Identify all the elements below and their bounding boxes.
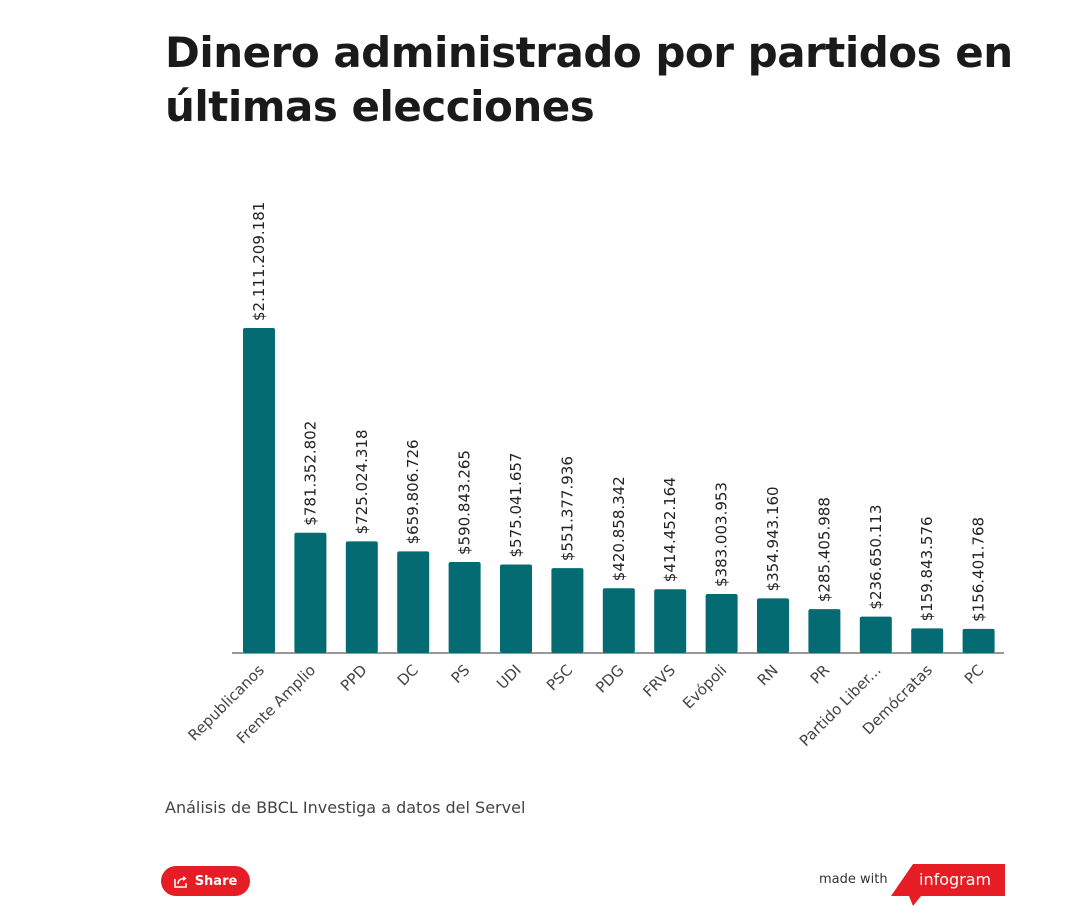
value-label-4: $659.806.726 [404, 439, 422, 544]
value-label-14: $159.843.576 [918, 516, 936, 621]
value-label-8: $420.858.342 [610, 476, 628, 581]
bar-14[interactable] [911, 628, 944, 653]
value-label-11: $354.943.160 [764, 486, 782, 591]
bar-13[interactable] [859, 616, 892, 653]
value-label-9: $414.452.164 [661, 477, 679, 582]
share-button[interactable]: Share [161, 866, 250, 896]
value-label-5: $590.843.265 [456, 450, 474, 555]
infogram-logo-text: infogram [919, 870, 992, 889]
bar-12[interactable] [808, 609, 841, 653]
bar-6[interactable] [500, 564, 532, 654]
bar-2[interactable] [294, 532, 327, 653]
chart-title: Dinero administrado por partidos en últi… [165, 28, 1013, 131]
category-label-5: PS [448, 661, 474, 687]
bar-3[interactable] [345, 541, 378, 653]
bar-1[interactable] [243, 328, 275, 653]
infogram-logo[interactable]: infogram [891, 864, 1005, 906]
bar-7[interactable] [551, 568, 584, 653]
share-icon [173, 875, 188, 888]
category-label-10: Evópoli [679, 661, 730, 712]
value-label-6: $575.041.657 [507, 453, 525, 558]
bar-8[interactable] [602, 588, 635, 653]
made-with-text: made with [819, 872, 888, 887]
category-label-11: RN [754, 661, 782, 689]
category-label-12: PR [807, 661, 833, 687]
value-label-10: $383.003.953 [713, 482, 731, 587]
category-label-8: PDG [592, 661, 628, 697]
bar-5[interactable] [448, 562, 481, 653]
bar-11[interactable] [757, 598, 789, 653]
category-label-9: FRVS [639, 661, 679, 701]
value-label-13: $236.650.113 [867, 505, 885, 610]
bar-15[interactable] [962, 628, 995, 653]
category-label-7: PSC [543, 661, 576, 694]
bar-4[interactable] [397, 551, 430, 653]
value-label-3: $725.024.318 [353, 429, 371, 534]
category-label-3: PPD [337, 661, 371, 695]
category-label-15: PC [961, 661, 988, 688]
value-label-7: $551.377.936 [558, 456, 576, 561]
value-label-15: $156.401.768 [970, 517, 988, 622]
share-label: Share [194, 873, 238, 889]
source-caption: Análisis de BBCL Investiga a datos del S… [165, 798, 526, 817]
bar-chart: $2.111.209.181Republicanos$781.352.802Fr… [185, 202, 1004, 750]
value-label-2: $781.352.802 [301, 421, 319, 526]
category-label-6: UDI [493, 661, 525, 693]
value-label-12: $285.405.988 [815, 497, 833, 602]
bar-10[interactable] [705, 594, 738, 653]
bar-9[interactable] [654, 589, 687, 653]
category-label-4: DC [394, 661, 422, 689]
value-label-1: $2.111.209.181 [250, 202, 268, 321]
